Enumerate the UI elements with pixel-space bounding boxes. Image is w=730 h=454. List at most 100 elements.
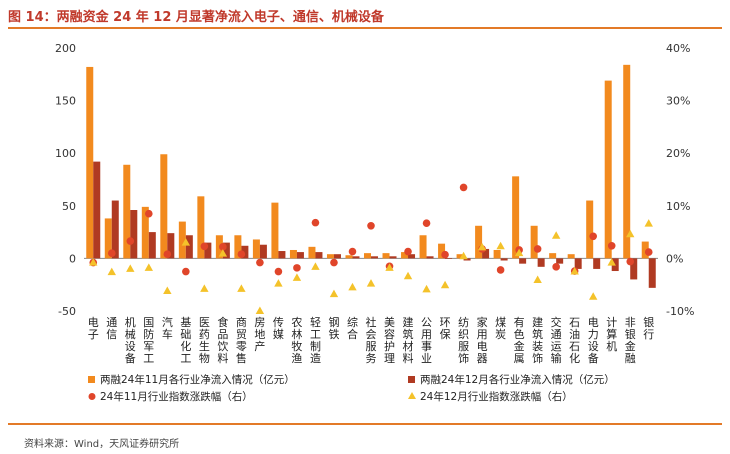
right-tick-label: -10% <box>666 305 694 318</box>
point-nov-pct-11 <box>293 264 301 272</box>
legend-swatch-0 <box>88 376 95 383</box>
right-tick-label: 30% <box>666 95 690 108</box>
bar-dec-5 <box>185 235 193 259</box>
category-label: 环保 <box>440 316 451 341</box>
category-label: 电力设备 <box>588 316 599 365</box>
category-label: 钢铁 <box>328 316 339 341</box>
point-nov-pct-19 <box>441 250 449 259</box>
bar-nov-0 <box>86 66 94 259</box>
point-nov-pct-27 <box>589 232 597 241</box>
bar-dec-27 <box>593 258 601 269</box>
point-nov-pct-7 <box>219 243 227 251</box>
bar-nov-21 <box>475 225 483 259</box>
point-nov-pct-2 <box>126 237 135 245</box>
point-dec-pct-27 <box>588 292 598 300</box>
category-label: 非银金融 <box>625 316 636 365</box>
point-nov-pct-18 <box>422 219 431 227</box>
category-label: 交通运输 <box>551 315 562 365</box>
point-nov-pct-4 <box>163 250 172 258</box>
bar-dec-6 <box>204 242 212 259</box>
left-tick-label: 50 <box>62 200 76 213</box>
left-tick-label: 0 <box>69 252 76 265</box>
bar-nov-28 <box>604 80 612 259</box>
bar-dec-1 <box>111 200 119 259</box>
bar-dec-17 <box>408 254 416 259</box>
point-nov-pct-30 <box>644 248 653 256</box>
bar-dec-23 <box>519 258 527 264</box>
point-nov-pct-29 <box>626 257 635 266</box>
bar-dec-25 <box>556 258 564 264</box>
bar-nov-11 <box>289 249 297 259</box>
bar-dec-14 <box>352 256 360 259</box>
point-nov-pct-10 <box>274 267 283 276</box>
bar-dec-11 <box>296 252 304 259</box>
point-nov-pct-14 <box>348 247 357 256</box>
point-nov-pct-1 <box>107 249 116 257</box>
bar-nov-18 <box>419 235 427 259</box>
point-dec-pct-15 <box>366 279 376 287</box>
point-dec-pct-13 <box>329 289 339 298</box>
bar-nov-12 <box>308 246 316 259</box>
point-nov-pct-8 <box>237 250 246 258</box>
category-label: 纺织服饰 <box>458 315 469 365</box>
figure-title: 图 14：两融资金 24 年 12 月显著净流入电子、通信、机械设备 <box>8 10 384 25</box>
point-nov-pct-15 <box>367 221 375 230</box>
point-dec-pct-9 <box>255 306 265 314</box>
bar-dec-24 <box>537 258 545 267</box>
category-label: 房地产 <box>254 316 265 353</box>
category-label: 计算机 <box>606 316 617 353</box>
bar-dec-26 <box>574 258 582 269</box>
bar-nov-2 <box>123 164 131 259</box>
right-tick-label: 20% <box>666 147 690 160</box>
bar-nov-9 <box>252 239 260 259</box>
bar-nov-22 <box>493 249 501 259</box>
bar-dec-30 <box>648 258 656 288</box>
point-dec-pct-23 <box>514 248 524 257</box>
right-tick-label: 40% <box>666 42 690 55</box>
point-dec-pct-25 <box>551 231 561 239</box>
category-label: 机械设备 <box>125 315 136 365</box>
bar-dec-16 <box>389 256 397 259</box>
point-dec-pct-4 <box>163 286 172 295</box>
bar-dec-2 <box>130 210 138 259</box>
point-nov-pct-12 <box>311 218 320 227</box>
bar-nov-3 <box>141 206 149 259</box>
point-dec-pct-10 <box>274 279 283 287</box>
bar-dec-29 <box>630 258 638 280</box>
point-dec-pct-16 <box>385 263 394 271</box>
point-nov-pct-24 <box>533 245 542 253</box>
bar-nov-4 <box>160 154 168 259</box>
bar-nov-17 <box>401 252 409 259</box>
bar-nov-23 <box>512 176 520 259</box>
point-nov-pct-3 <box>145 209 153 218</box>
legend-label: 两融24年12月各行业净流入情况（亿元） <box>420 373 615 386</box>
bar-dec-3 <box>148 232 156 259</box>
category-label: 有色金属 <box>514 315 525 365</box>
bar-dec-18 <box>426 256 434 259</box>
legend-swatch-3 <box>408 392 416 399</box>
bar-dec-8 <box>241 245 249 259</box>
category-label: 煤炭 <box>495 316 506 341</box>
bar-dec-20 <box>463 258 471 261</box>
point-nov-pct-5 <box>182 267 190 276</box>
bar-dec-22 <box>500 258 508 261</box>
bar-nov-25 <box>549 253 557 259</box>
bar-nov-24 <box>530 225 538 259</box>
point-dec-pct-5 <box>181 238 191 246</box>
category-label: 银行 <box>643 315 654 341</box>
bar-nov-29 <box>623 64 631 259</box>
category-label: 农林牧渔 <box>291 315 302 365</box>
category-label: 传媒 <box>273 316 284 341</box>
point-dec-pct-29 <box>626 229 635 238</box>
point-dec-pct-19 <box>440 280 450 289</box>
point-dec-pct-3 <box>144 263 154 271</box>
bar-nov-1 <box>104 218 112 259</box>
point-nov-pct-6 <box>200 242 209 251</box>
left-tick-label: 200 <box>55 42 76 55</box>
left-tick-label: 100 <box>55 147 76 160</box>
point-dec-pct-21 <box>477 242 487 251</box>
legend-label: 24年12月行业指数涨跌幅（右） <box>420 390 573 403</box>
category-label: 公用事业 <box>421 316 432 365</box>
category-label: 家用电器 <box>477 315 488 365</box>
point-nov-pct-25 <box>552 263 560 271</box>
